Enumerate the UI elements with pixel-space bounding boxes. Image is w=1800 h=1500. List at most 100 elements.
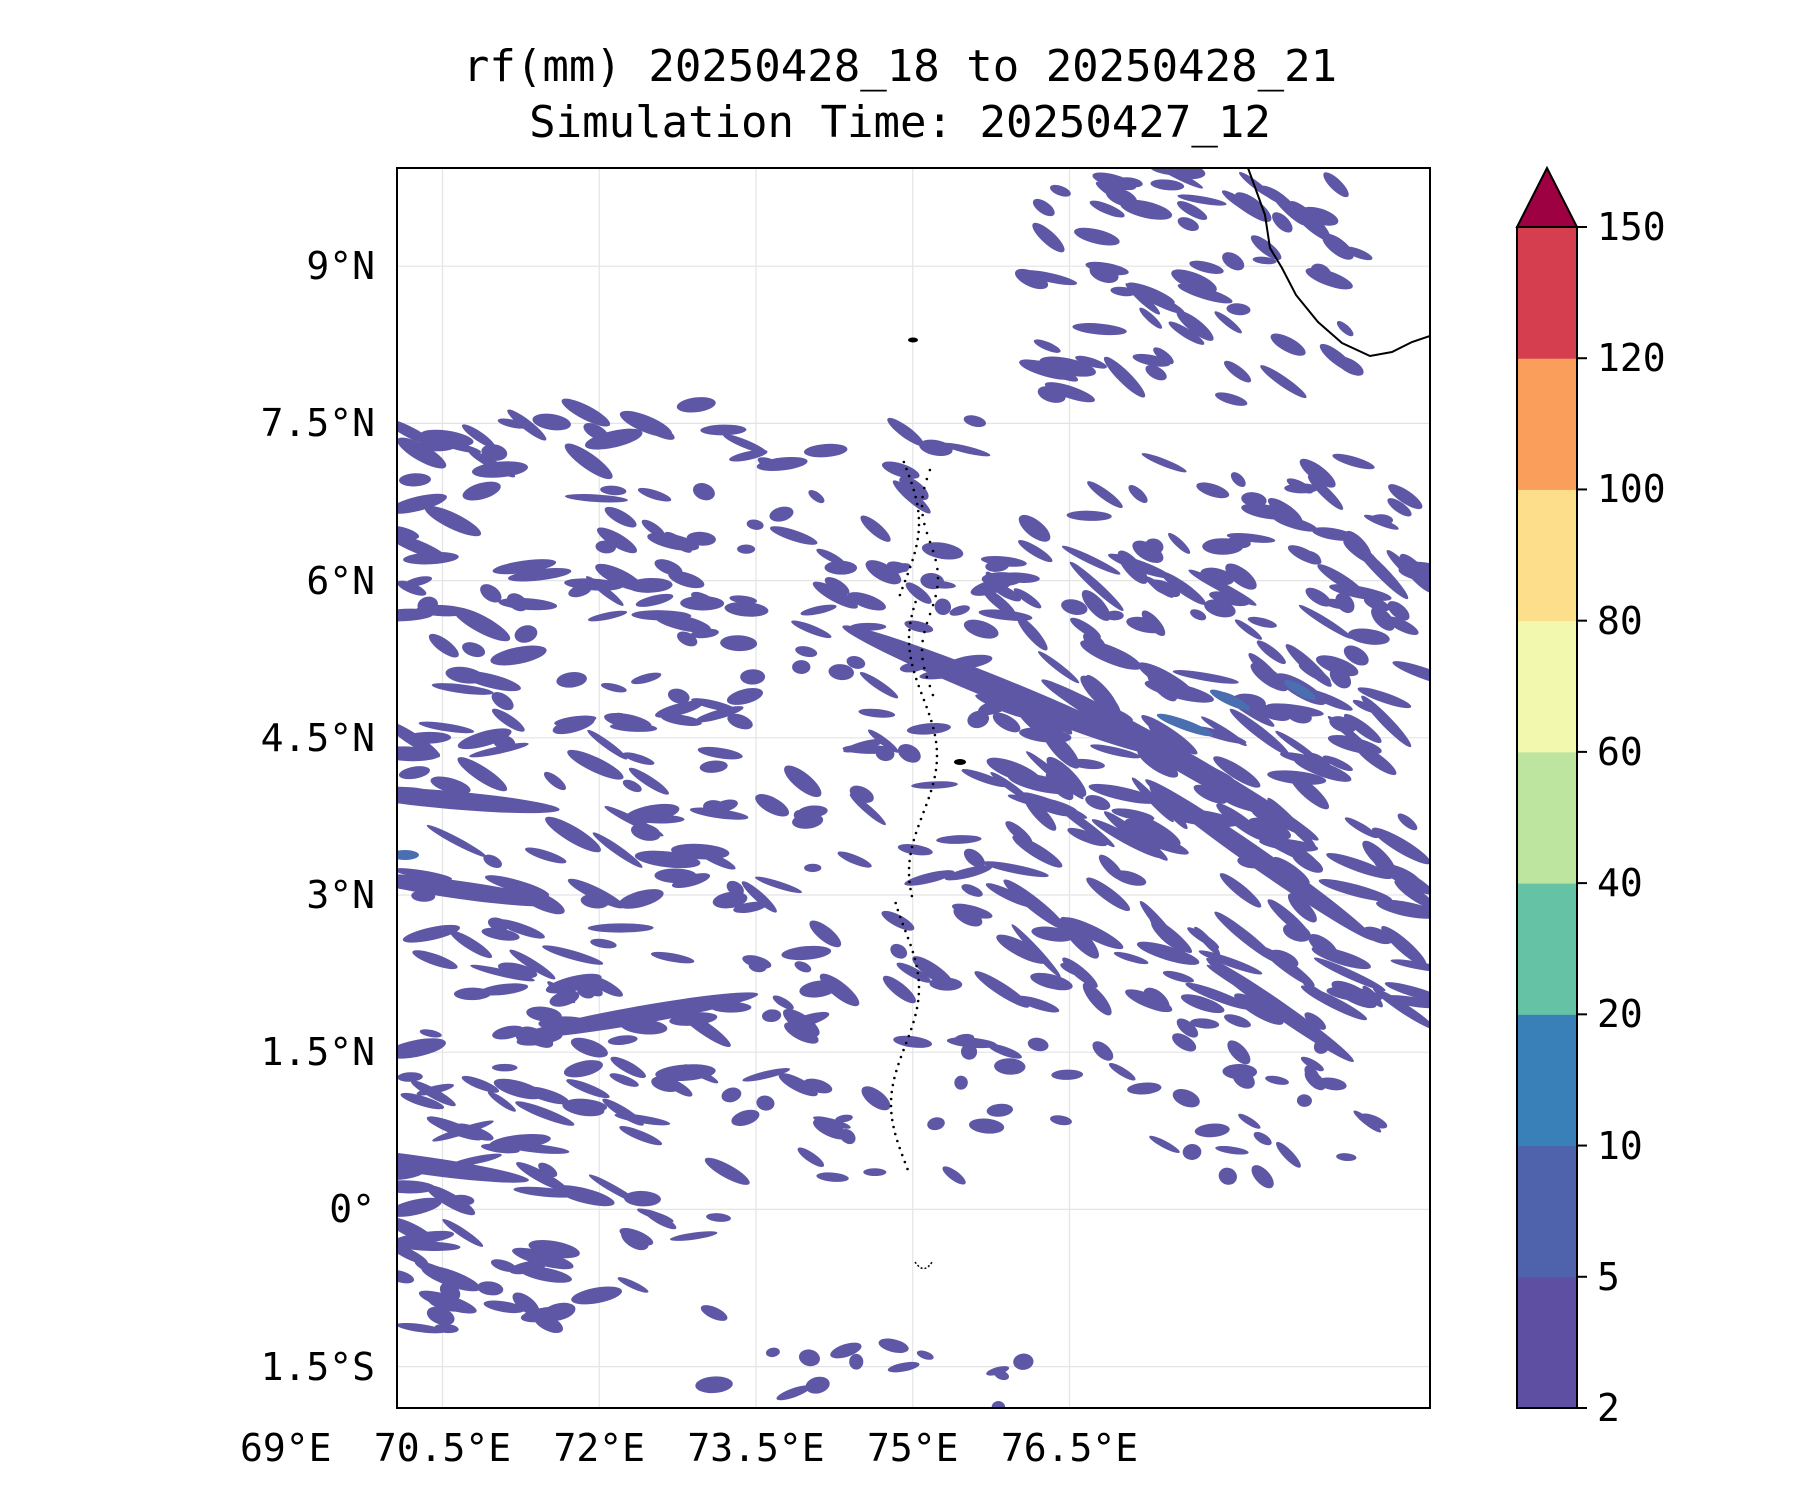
rain-cell <box>936 835 982 844</box>
colorbar-tick-label: 150 <box>1597 205 1666 249</box>
rain-cell <box>1387 601 1410 621</box>
rain-cell <box>1275 730 1319 761</box>
rain-cell <box>397 1216 435 1243</box>
rain-cell <box>1265 1075 1289 1085</box>
rain-cell <box>496 919 545 939</box>
rain-cell <box>786 1011 830 1029</box>
rain-cell <box>567 878 625 909</box>
rain-cell <box>1105 187 1138 207</box>
rain-cell <box>555 1185 615 1207</box>
rain-cell <box>1222 252 1245 271</box>
rain-cell <box>828 664 854 681</box>
rain-cell <box>986 1103 1014 1117</box>
atoll <box>931 726 935 730</box>
atoll <box>908 565 912 569</box>
rain-cell <box>1269 188 1307 226</box>
rain-cell <box>416 604 468 617</box>
rain-cell <box>784 765 822 798</box>
rain-cell <box>963 415 987 428</box>
rain-cell <box>795 646 818 658</box>
lat-tick-label: 9°N <box>306 244 375 289</box>
rain-cell <box>1132 353 1171 367</box>
rain-cell <box>532 413 571 431</box>
rain-cell <box>397 580 427 596</box>
rain-cell <box>1012 835 1063 868</box>
rain-cell <box>727 713 753 730</box>
rain-cell <box>1019 359 1074 380</box>
rain-cell <box>761 1009 782 1023</box>
rain-cell <box>418 721 475 734</box>
atoll <box>927 796 931 800</box>
rain-cell <box>1304 1012 1327 1030</box>
atoll <box>934 594 937 598</box>
atoll <box>921 513 924 517</box>
atoll <box>910 614 913 618</box>
rain-cell <box>397 525 420 540</box>
rain-cell <box>571 1286 623 1305</box>
rain-cell <box>1204 599 1236 618</box>
rain-cell <box>808 490 825 504</box>
rain-cell <box>700 1305 728 1321</box>
rain-cell <box>968 1118 1005 1134</box>
rain-cell <box>1289 773 1330 810</box>
rain-cell <box>566 1098 608 1112</box>
rain-cell <box>1323 172 1349 198</box>
rain-cell <box>1013 1353 1034 1370</box>
rain-cell <box>921 580 956 589</box>
rain-cell <box>842 744 893 754</box>
rain-cell <box>953 1033 975 1044</box>
rain-cell <box>1238 1113 1261 1129</box>
rain-cell <box>487 1091 516 1112</box>
atoll <box>910 481 913 485</box>
rain-cell <box>881 461 920 479</box>
lon-tick-label: 76.5°E <box>1000 1426 1139 1470</box>
rain-cell <box>430 776 471 795</box>
rain-cell <box>397 1197 442 1217</box>
rain-cell <box>1344 817 1379 839</box>
rain-cell <box>1003 879 1066 930</box>
rain-cell <box>596 527 638 554</box>
rain-cell <box>428 633 459 658</box>
rain-cell <box>1272 212 1293 233</box>
rain-cell <box>397 1241 461 1251</box>
rain-cell <box>839 1128 856 1145</box>
rain-cell <box>516 1162 569 1193</box>
rain-cell <box>507 409 547 441</box>
rain-cell <box>1037 386 1066 403</box>
rain-cell <box>1172 670 1239 684</box>
rain-cell <box>667 688 690 704</box>
rain-cell <box>1041 679 1319 841</box>
atoll <box>920 691 923 695</box>
atoll <box>893 1076 896 1080</box>
rain-cell <box>1388 484 1423 510</box>
rain-cell <box>1310 263 1332 281</box>
atoll <box>931 549 935 553</box>
rain-cell <box>564 443 613 480</box>
rain-cell <box>967 710 990 729</box>
rain-cell <box>746 519 764 530</box>
rain-cell <box>607 1035 638 1046</box>
rain-cell <box>623 1190 661 1207</box>
rain-cell <box>1343 713 1382 744</box>
atoll <box>911 558 914 562</box>
rain-cell <box>397 437 447 469</box>
rain-cell <box>1117 550 1148 584</box>
rain-cell <box>1213 756 1261 788</box>
rain-cell <box>1013 588 1042 609</box>
atoll <box>901 922 905 926</box>
rain-cell <box>1088 783 1158 804</box>
rain-cell <box>1214 911 1278 963</box>
rain-cell <box>816 1172 849 1182</box>
atoll <box>928 540 932 544</box>
rain-cell <box>882 975 916 1004</box>
rain-cell <box>676 397 716 413</box>
rain-cell <box>397 868 453 881</box>
rain-cell <box>1201 716 1247 747</box>
atoll <box>912 607 915 611</box>
rain-cell <box>756 456 808 472</box>
rain-cell <box>1298 604 1353 639</box>
atoll <box>904 1041 908 1045</box>
rain-cell <box>397 786 560 814</box>
rain-cell <box>1074 227 1120 246</box>
rain-cell <box>859 671 899 699</box>
